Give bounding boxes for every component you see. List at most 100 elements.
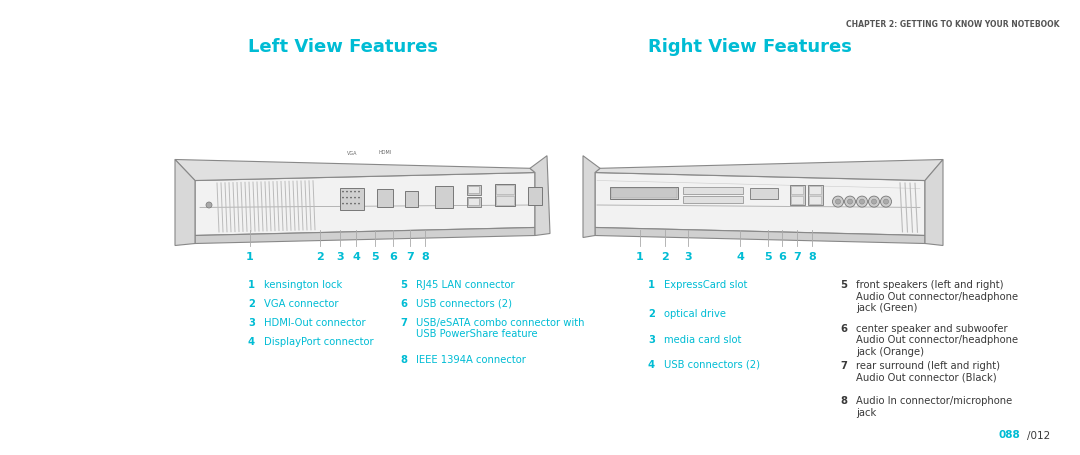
Text: 4: 4: [352, 252, 360, 262]
Bar: [377, 189, 393, 207]
Text: CHAPTER 2: GETTING TO KNOW YOUR NOTEBOOK: CHAPTER 2: GETTING TO KNOW YOUR NOTEBOOK: [847, 20, 1059, 29]
Text: 8: 8: [421, 252, 429, 262]
Polygon shape: [924, 160, 943, 246]
Bar: [495, 184, 515, 206]
Text: 6: 6: [840, 324, 847, 334]
Circle shape: [350, 191, 352, 192]
Text: /012: /012: [1027, 431, 1050, 441]
Text: 2: 2: [248, 299, 255, 309]
Text: 1: 1: [648, 280, 656, 290]
Circle shape: [359, 197, 360, 198]
Bar: [528, 187, 542, 205]
Polygon shape: [595, 160, 943, 181]
Text: 3: 3: [685, 252, 692, 262]
Text: 6: 6: [389, 252, 397, 262]
Text: 7: 7: [400, 318, 407, 328]
Circle shape: [868, 196, 879, 207]
Circle shape: [833, 196, 843, 207]
Bar: [610, 187, 678, 199]
Bar: [496, 185, 514, 194]
Text: media card slot: media card slot: [664, 335, 741, 345]
Text: 6: 6: [400, 299, 407, 309]
Bar: [467, 197, 481, 207]
Circle shape: [848, 199, 852, 204]
Text: HDMI: HDMI: [378, 150, 392, 155]
Bar: [789, 185, 805, 205]
Bar: [750, 188, 778, 199]
Text: HDMI-Out connector: HDMI-Out connector: [264, 318, 366, 328]
Circle shape: [856, 196, 867, 207]
Text: 8: 8: [808, 252, 815, 262]
Text: 3: 3: [248, 318, 255, 328]
Text: 3: 3: [648, 335, 654, 345]
Circle shape: [354, 191, 355, 192]
Polygon shape: [595, 172, 924, 236]
Text: 2: 2: [661, 252, 669, 262]
Text: VGA: VGA: [347, 151, 357, 156]
Text: 1: 1: [636, 252, 644, 262]
Circle shape: [359, 191, 360, 192]
Circle shape: [342, 197, 343, 198]
Bar: [496, 196, 514, 205]
Circle shape: [206, 202, 212, 208]
Bar: [435, 186, 453, 208]
Circle shape: [845, 196, 855, 207]
Polygon shape: [175, 160, 535, 181]
Polygon shape: [195, 228, 535, 243]
Circle shape: [347, 197, 348, 198]
Bar: [809, 186, 821, 194]
Polygon shape: [583, 156, 600, 238]
Bar: [809, 196, 821, 204]
Bar: [611, 188, 677, 198]
Text: Left View Features: Left View Features: [248, 38, 438, 56]
Circle shape: [883, 199, 889, 204]
Bar: [468, 186, 480, 193]
Polygon shape: [175, 160, 195, 246]
Text: 7: 7: [840, 361, 847, 371]
Text: optical drive: optical drive: [664, 309, 726, 319]
Circle shape: [354, 203, 355, 204]
Text: 8: 8: [400, 355, 407, 365]
Bar: [808, 185, 823, 205]
Text: 4: 4: [737, 252, 744, 262]
Text: 7: 7: [793, 252, 801, 262]
Text: DisplayPort connector: DisplayPort connector: [264, 337, 374, 347]
Circle shape: [860, 199, 864, 204]
Text: 2: 2: [316, 252, 324, 262]
Circle shape: [347, 191, 348, 192]
Text: 4: 4: [648, 360, 656, 370]
Circle shape: [350, 203, 352, 204]
Text: 1: 1: [246, 252, 254, 262]
Circle shape: [880, 196, 891, 207]
Bar: [467, 185, 481, 195]
Circle shape: [342, 203, 343, 204]
Text: rear surround (left and right)
Audio Out connector (Black): rear surround (left and right) Audio Out…: [856, 361, 1000, 383]
Text: 5: 5: [400, 280, 407, 290]
Text: 1: 1: [248, 280, 255, 290]
Text: 2: 2: [648, 309, 654, 319]
Circle shape: [347, 203, 348, 204]
Bar: [683, 187, 743, 194]
Polygon shape: [530, 156, 550, 236]
Text: 5: 5: [765, 252, 772, 262]
Text: USB connectors (2): USB connectors (2): [416, 299, 512, 309]
Bar: [791, 186, 804, 194]
Text: 088: 088: [998, 430, 1020, 440]
Text: center speaker and subwoofer
Audio Out connector/headphone
jack (Orange): center speaker and subwoofer Audio Out c…: [856, 324, 1018, 357]
Text: USB connectors (2): USB connectors (2): [664, 360, 760, 370]
Text: front speakers (left and right)
Audio Out connector/headphone
jack (Green): front speakers (left and right) Audio Ou…: [856, 280, 1018, 313]
Text: Right View Features: Right View Features: [648, 38, 852, 56]
Text: kensington lock: kensington lock: [264, 280, 342, 290]
Circle shape: [872, 199, 877, 204]
Text: 4: 4: [248, 337, 255, 347]
Circle shape: [359, 203, 360, 204]
Bar: [340, 187, 364, 210]
Text: 6: 6: [778, 252, 786, 262]
Circle shape: [354, 197, 355, 198]
Text: 5: 5: [840, 280, 847, 290]
Circle shape: [836, 199, 840, 204]
Polygon shape: [195, 172, 535, 236]
Text: 8: 8: [840, 396, 847, 406]
Text: Audio In connector/microphone
jack: Audio In connector/microphone jack: [856, 396, 1012, 418]
Text: RJ45 LAN connector: RJ45 LAN connector: [416, 280, 515, 290]
